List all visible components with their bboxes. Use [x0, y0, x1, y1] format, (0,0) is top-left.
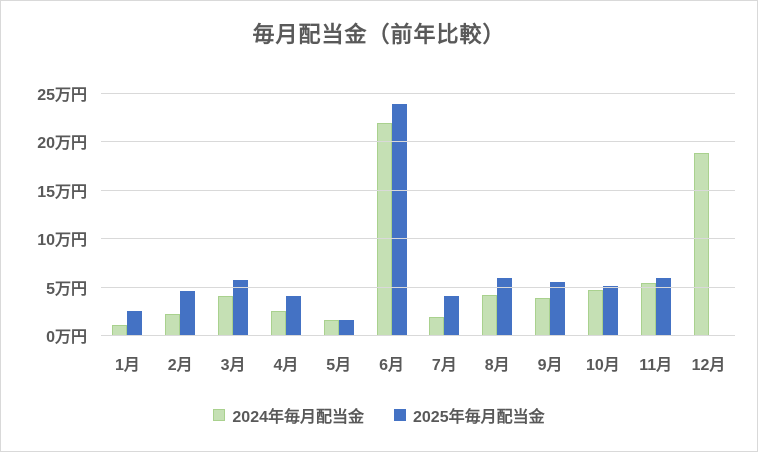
category-group — [524, 93, 577, 335]
category-group — [365, 93, 418, 335]
category-group — [207, 93, 260, 335]
bar-2024年 — [587, 289, 603, 335]
bar-2025年 — [285, 296, 301, 335]
gridline — [101, 335, 735, 336]
y-tick-label: 25万円 — [37, 87, 87, 104]
y-tick-label: 15万円 — [37, 183, 87, 201]
bar-2024年 — [165, 313, 181, 335]
x-tick-label: 3月 — [220, 357, 246, 374]
bar-2025年 — [338, 319, 354, 335]
bar-2025年 — [444, 296, 460, 335]
x-tick-label: 4月 — [273, 357, 299, 374]
category-group — [576, 93, 629, 335]
x-tick-label: 2月 — [167, 357, 193, 374]
legend-label: 2025年毎月配当金 — [413, 409, 545, 426]
x-tick-label: 5月 — [326, 357, 352, 374]
y-tick-label: 5万円 — [46, 280, 87, 298]
bar-2024年 — [218, 296, 234, 335]
x-tick-label: 9月 — [537, 357, 563, 374]
bar-2024年 — [112, 325, 128, 335]
legend: 2024年毎月配当金 2025年毎月配当金 — [1, 403, 757, 427]
category-group — [312, 93, 365, 335]
bar-2024年 — [323, 320, 339, 335]
category-group — [682, 93, 735, 335]
bar-2025年 — [391, 103, 407, 335]
x-tick-label: 6月 — [379, 357, 404, 374]
gridline — [101, 93, 735, 94]
bar-2024年 — [270, 310, 286, 335]
bar-2024年 — [429, 316, 445, 335]
gridline — [101, 286, 735, 288]
legend-swatch-icon — [394, 409, 406, 421]
bar-2025年 — [602, 285, 618, 335]
bar-2025年 — [180, 291, 196, 335]
legend-label: 2024年毎月配当金 — [232, 409, 364, 426]
category-group — [418, 93, 471, 335]
chart-title: 毎月配当金（前年比較） — [252, 22, 506, 47]
y-tick-label: 20万円 — [37, 135, 87, 153]
category-group — [629, 93, 682, 335]
bar-2025年 — [655, 277, 671, 335]
category-group — [101, 93, 154, 335]
x-tick-label: 8月 — [484, 357, 510, 374]
gridline — [101, 238, 735, 240]
category-group — [154, 93, 207, 335]
bar-2024年 — [482, 295, 498, 335]
x-tick-label: 7月 — [431, 357, 457, 374]
gridline — [101, 189, 735, 191]
x-tick-label: 1月 — [114, 357, 140, 374]
legend-item-2025年: 2025年毎月配当金 — [394, 403, 545, 427]
x-tick-label: 10月 — [585, 357, 620, 374]
category-group — [259, 93, 312, 335]
y-axis-labels: 25万円 20万円 15万円 10万円 5万円 0万円 — [1, 87, 87, 346]
legend-swatch-icon — [213, 409, 226, 421]
bar-2024年 — [693, 153, 709, 335]
bar-2024年 — [376, 123, 392, 335]
bars-container — [101, 93, 735, 335]
bar-2025年 — [497, 277, 513, 335]
category-group — [471, 93, 524, 335]
bar-2024年 — [535, 298, 551, 335]
y-tick-label: 0万円 — [46, 329, 87, 346]
x-axis-labels: 1月 2月 3月 4月 5月 6月 7月 8月 9月 10月 11月 12月 — [101, 351, 735, 375]
x-tick-label: 11月 — [639, 357, 673, 374]
bar-2025年 — [233, 279, 249, 335]
gridline — [101, 141, 735, 143]
bar-2025年 — [550, 281, 566, 335]
bar-2025年 — [127, 310, 143, 335]
plot-area — [101, 93, 735, 336]
legend-item-2024年: 2024年毎月配当金 — [213, 403, 364, 427]
bar-2024年 — [640, 282, 656, 335]
x-tick-label: 12月 — [691, 357, 726, 374]
y-tick-label: 10万円 — [37, 232, 87, 250]
